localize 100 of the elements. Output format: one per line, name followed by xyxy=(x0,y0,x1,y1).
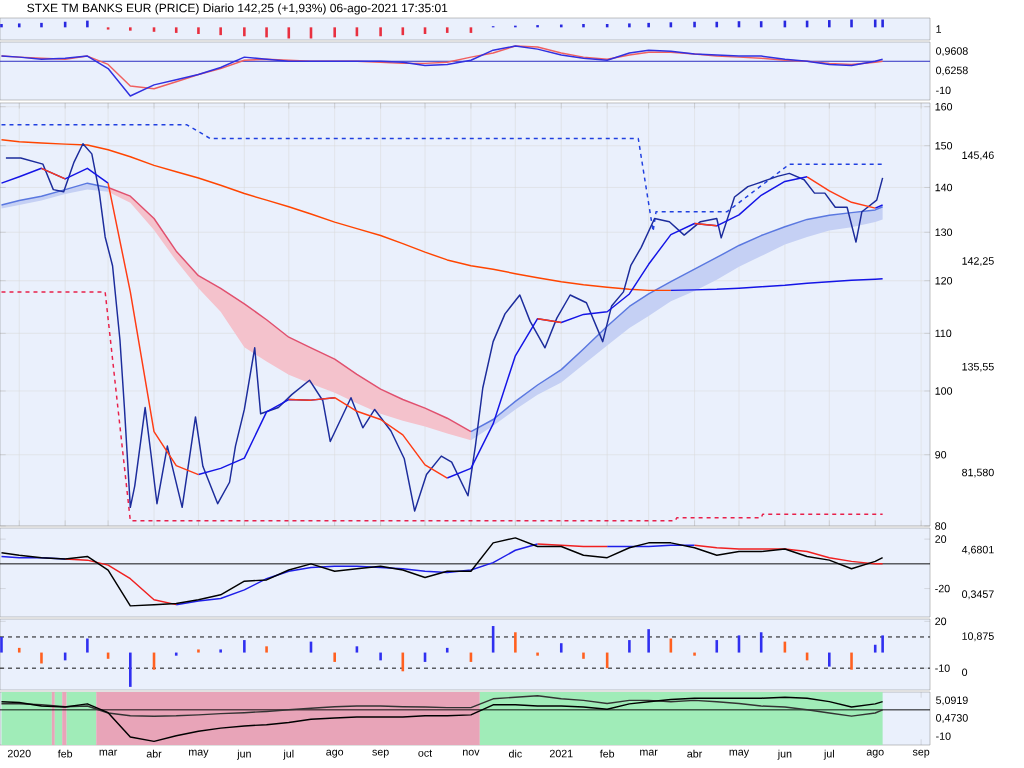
bar xyxy=(0,23,3,28)
bar xyxy=(379,652,382,661)
bar xyxy=(243,640,246,653)
x-tick-label: sep xyxy=(372,749,389,758)
y-tick-label: 20 xyxy=(935,617,947,626)
bar xyxy=(582,23,585,28)
bar xyxy=(17,23,21,28)
text: 5,0919 xyxy=(936,696,968,706)
x-tick-label: jul xyxy=(283,749,294,760)
y-tick-label: -10 xyxy=(935,664,950,672)
y-tick-label: 140 xyxy=(935,183,953,192)
x-tick-label: oct xyxy=(418,749,433,757)
y-tick-label: 150 xyxy=(935,141,953,150)
x-tick-label: feb xyxy=(57,749,73,758)
bar xyxy=(514,632,517,653)
bar xyxy=(445,647,449,653)
x-tick-label: sep xyxy=(912,749,930,758)
bar xyxy=(559,643,563,653)
bar xyxy=(265,646,268,653)
x-tick-label: jun xyxy=(236,749,251,760)
y-tick-label: 100 xyxy=(935,387,953,395)
bar xyxy=(86,20,89,28)
x-tick-label: nov xyxy=(463,749,480,756)
x-tick-label: ago xyxy=(866,749,884,758)
bar xyxy=(333,652,336,662)
bar xyxy=(715,640,719,653)
line-series xyxy=(5,142,884,512)
x-tick-label: feb xyxy=(599,749,615,758)
bar xyxy=(219,649,222,653)
text: 10,875 xyxy=(962,632,994,642)
y-tick-label: 110 xyxy=(935,329,952,338)
y-tick-label: 130 xyxy=(935,228,953,237)
x-tick-label: 2020 xyxy=(7,749,31,758)
bar xyxy=(628,640,631,653)
bar xyxy=(881,635,884,653)
text: 0,6258 xyxy=(936,66,968,76)
text: 1 xyxy=(936,25,942,33)
x-tick-label: jul xyxy=(823,749,834,760)
bar xyxy=(333,27,336,38)
text: 145,46 xyxy=(962,151,994,161)
bar xyxy=(106,27,110,30)
bar xyxy=(693,21,696,28)
bar xyxy=(197,27,200,35)
x-tick-label: 2021 xyxy=(549,749,573,758)
x-tick-label: ago xyxy=(326,749,344,758)
bar xyxy=(873,19,877,28)
bar xyxy=(536,25,539,28)
bar xyxy=(628,23,631,28)
chart-title: STXE TM BANKS EUR (PRICE) Diario 142,25 (+1,93%) 06-ago-2021 17:35:01 xyxy=(27,3,448,15)
x-tick-label: abr xyxy=(687,749,703,758)
bar xyxy=(828,20,831,28)
x-tick-label: may xyxy=(729,749,750,758)
line-series xyxy=(0,138,672,292)
x-tick-label: may xyxy=(189,749,209,758)
bar xyxy=(850,652,853,670)
x-tick-label: abr xyxy=(146,749,162,758)
text: 81,580 xyxy=(962,468,994,478)
text: 4,6801 xyxy=(961,545,994,555)
y-tick-label: 160 xyxy=(935,102,953,111)
bar xyxy=(243,27,246,37)
bar xyxy=(379,27,382,37)
line-series xyxy=(0,124,884,233)
bar xyxy=(40,22,43,28)
bar xyxy=(445,27,449,33)
bar xyxy=(647,22,650,28)
text: 0,9608 xyxy=(936,47,968,57)
bar xyxy=(881,19,884,28)
y-tick-label: -20 xyxy=(935,584,950,593)
bar xyxy=(536,652,539,656)
bar xyxy=(40,652,43,664)
bar xyxy=(0,636,3,653)
y-tick-label: 20 xyxy=(935,535,947,543)
bar xyxy=(715,21,719,28)
bar xyxy=(850,19,853,28)
bar xyxy=(828,652,831,667)
text: 0,4730 xyxy=(936,714,968,723)
bar xyxy=(174,652,178,656)
text: 142,25 xyxy=(962,257,994,266)
text: 0 xyxy=(962,668,968,677)
line-series xyxy=(0,291,884,522)
bar xyxy=(197,649,200,653)
bar xyxy=(287,27,291,39)
x-tick-label: dic xyxy=(508,749,522,758)
bar xyxy=(129,27,132,31)
bar xyxy=(582,652,585,659)
bar xyxy=(219,27,222,36)
bar xyxy=(17,647,21,653)
bar xyxy=(873,644,877,653)
x-tick-label: mar xyxy=(640,749,658,756)
bar xyxy=(86,638,89,653)
y-tick-label: 120 xyxy=(935,276,953,285)
bar xyxy=(265,27,268,38)
bar xyxy=(174,27,178,33)
line-series xyxy=(670,277,884,292)
x-tick-label: jun xyxy=(777,749,792,760)
y-tick-label: 90 xyxy=(935,450,947,459)
text: 135,55 xyxy=(962,362,994,372)
text: 0,3457 xyxy=(962,590,994,600)
bar xyxy=(647,629,650,653)
bar xyxy=(129,652,132,687)
